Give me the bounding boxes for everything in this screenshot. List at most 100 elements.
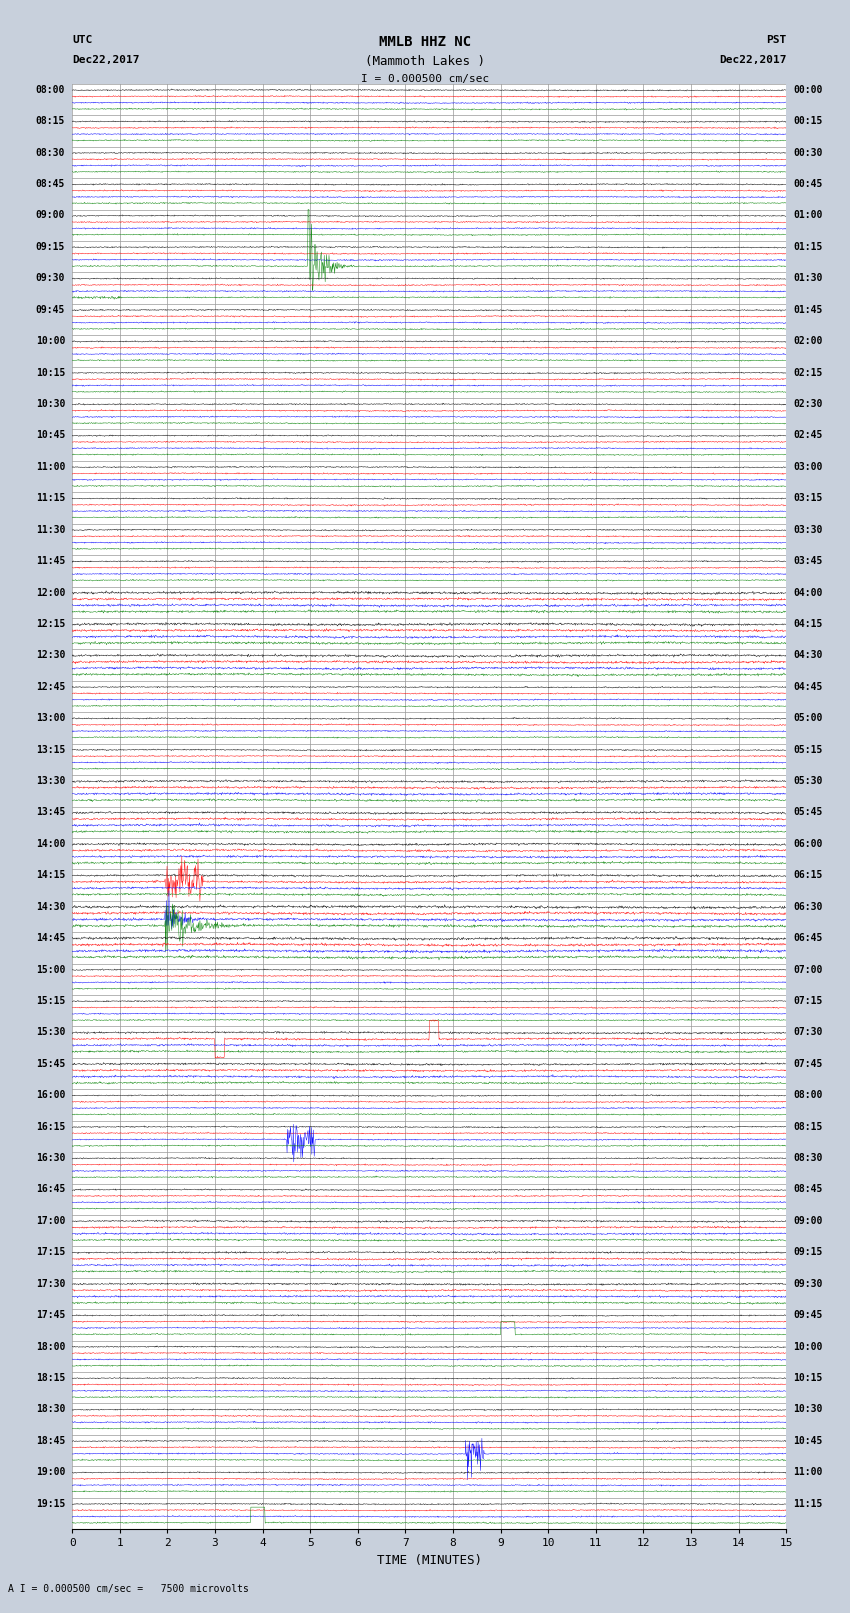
Text: 09:15: 09:15 — [793, 1247, 823, 1257]
Text: 19:00: 19:00 — [36, 1468, 65, 1478]
Text: MMLB HHZ NC: MMLB HHZ NC — [379, 35, 471, 50]
Text: 11:30: 11:30 — [36, 524, 65, 534]
Text: 14:45: 14:45 — [36, 932, 65, 944]
Text: Dec22,2017: Dec22,2017 — [72, 55, 139, 65]
Text: 12:30: 12:30 — [36, 650, 65, 660]
Text: 09:00: 09:00 — [793, 1216, 823, 1226]
Text: 16:45: 16:45 — [36, 1184, 65, 1195]
X-axis label: TIME (MINUTES): TIME (MINUTES) — [377, 1553, 482, 1566]
Text: 08:00: 08:00 — [36, 85, 65, 95]
Text: 04:45: 04:45 — [793, 682, 823, 692]
Text: 02:30: 02:30 — [793, 398, 823, 410]
Text: 13:15: 13:15 — [36, 745, 65, 755]
Text: 08:30: 08:30 — [793, 1153, 823, 1163]
Text: 13:00: 13:00 — [36, 713, 65, 723]
Text: 05:00: 05:00 — [793, 713, 823, 723]
Text: 05:45: 05:45 — [793, 808, 823, 818]
Text: 08:15: 08:15 — [793, 1121, 823, 1132]
Text: 10:15: 10:15 — [36, 368, 65, 377]
Text: 17:00: 17:00 — [36, 1216, 65, 1226]
Text: 09:45: 09:45 — [793, 1310, 823, 1319]
Text: 13:45: 13:45 — [36, 808, 65, 818]
Text: 16:30: 16:30 — [36, 1153, 65, 1163]
Text: 15:15: 15:15 — [36, 995, 65, 1007]
Text: 11:15: 11:15 — [793, 1498, 823, 1508]
Text: 00:00: 00:00 — [793, 85, 823, 95]
Text: 11:00: 11:00 — [793, 1468, 823, 1478]
Text: 06:30: 06:30 — [793, 902, 823, 911]
Text: 03:45: 03:45 — [793, 556, 823, 566]
Text: 18:45: 18:45 — [36, 1436, 65, 1445]
Text: 00:45: 00:45 — [793, 179, 823, 189]
Text: 15:45: 15:45 — [36, 1058, 65, 1069]
Text: 09:00: 09:00 — [36, 210, 65, 221]
Text: 01:15: 01:15 — [793, 242, 823, 252]
Text: 01:45: 01:45 — [793, 305, 823, 315]
Text: 10:30: 10:30 — [36, 398, 65, 410]
Text: 00:30: 00:30 — [793, 148, 823, 158]
Text: 08:45: 08:45 — [793, 1184, 823, 1195]
Text: 06:00: 06:00 — [793, 839, 823, 848]
Text: 12:45: 12:45 — [36, 682, 65, 692]
Text: 01:00: 01:00 — [793, 210, 823, 221]
Text: 04:00: 04:00 — [793, 587, 823, 597]
Text: 03:30: 03:30 — [793, 524, 823, 534]
Text: 14:30: 14:30 — [36, 902, 65, 911]
Text: 09:45: 09:45 — [36, 305, 65, 315]
Text: PST: PST — [766, 35, 786, 45]
Text: 15:00: 15:00 — [36, 965, 65, 974]
Text: 16:15: 16:15 — [36, 1121, 65, 1132]
Text: (Mammoth Lakes ): (Mammoth Lakes ) — [365, 55, 485, 68]
Text: 17:45: 17:45 — [36, 1310, 65, 1319]
Text: 07:45: 07:45 — [793, 1058, 823, 1069]
Text: 07:30: 07:30 — [793, 1027, 823, 1037]
Text: Dec22,2017: Dec22,2017 — [719, 55, 786, 65]
Text: 10:15: 10:15 — [793, 1373, 823, 1382]
Text: 17:15: 17:15 — [36, 1247, 65, 1257]
Text: 19:15: 19:15 — [36, 1498, 65, 1508]
Text: 10:00: 10:00 — [793, 1342, 823, 1352]
Text: 02:45: 02:45 — [793, 431, 823, 440]
Text: 02:00: 02:00 — [793, 336, 823, 347]
Text: 04:15: 04:15 — [793, 619, 823, 629]
Text: 03:00: 03:00 — [793, 461, 823, 473]
Text: 01:30: 01:30 — [793, 273, 823, 284]
Text: 09:15: 09:15 — [36, 242, 65, 252]
Text: 02:15: 02:15 — [793, 368, 823, 377]
Text: 12:15: 12:15 — [36, 619, 65, 629]
Text: 10:45: 10:45 — [793, 1436, 823, 1445]
Text: UTC: UTC — [72, 35, 93, 45]
Text: 08:00: 08:00 — [793, 1090, 823, 1100]
Text: A I = 0.000500 cm/sec =   7500 microvolts: A I = 0.000500 cm/sec = 7500 microvolts — [8, 1584, 249, 1594]
Text: 06:15: 06:15 — [793, 871, 823, 881]
Text: 14:15: 14:15 — [36, 871, 65, 881]
Text: I = 0.000500 cm/sec: I = 0.000500 cm/sec — [361, 74, 489, 84]
Text: 06:45: 06:45 — [793, 932, 823, 944]
Text: 08:45: 08:45 — [36, 179, 65, 189]
Text: 13:30: 13:30 — [36, 776, 65, 786]
Text: 16:00: 16:00 — [36, 1090, 65, 1100]
Text: 10:45: 10:45 — [36, 431, 65, 440]
Text: 05:15: 05:15 — [793, 745, 823, 755]
Text: 11:45: 11:45 — [36, 556, 65, 566]
Text: 04:30: 04:30 — [793, 650, 823, 660]
Text: 09:30: 09:30 — [36, 273, 65, 284]
Text: 12:00: 12:00 — [36, 587, 65, 597]
Text: 11:00: 11:00 — [36, 461, 65, 473]
Text: 18:00: 18:00 — [36, 1342, 65, 1352]
Text: 00:15: 00:15 — [793, 116, 823, 126]
Text: 10:00: 10:00 — [36, 336, 65, 347]
Text: 10:30: 10:30 — [793, 1405, 823, 1415]
Text: 09:30: 09:30 — [793, 1279, 823, 1289]
Text: 03:15: 03:15 — [793, 494, 823, 503]
Text: 08:15: 08:15 — [36, 116, 65, 126]
Text: 14:00: 14:00 — [36, 839, 65, 848]
Text: 18:15: 18:15 — [36, 1373, 65, 1382]
Text: 18:30: 18:30 — [36, 1405, 65, 1415]
Text: 07:00: 07:00 — [793, 965, 823, 974]
Text: 11:15: 11:15 — [36, 494, 65, 503]
Text: 17:30: 17:30 — [36, 1279, 65, 1289]
Text: 15:30: 15:30 — [36, 1027, 65, 1037]
Text: 07:15: 07:15 — [793, 995, 823, 1007]
Text: 05:30: 05:30 — [793, 776, 823, 786]
